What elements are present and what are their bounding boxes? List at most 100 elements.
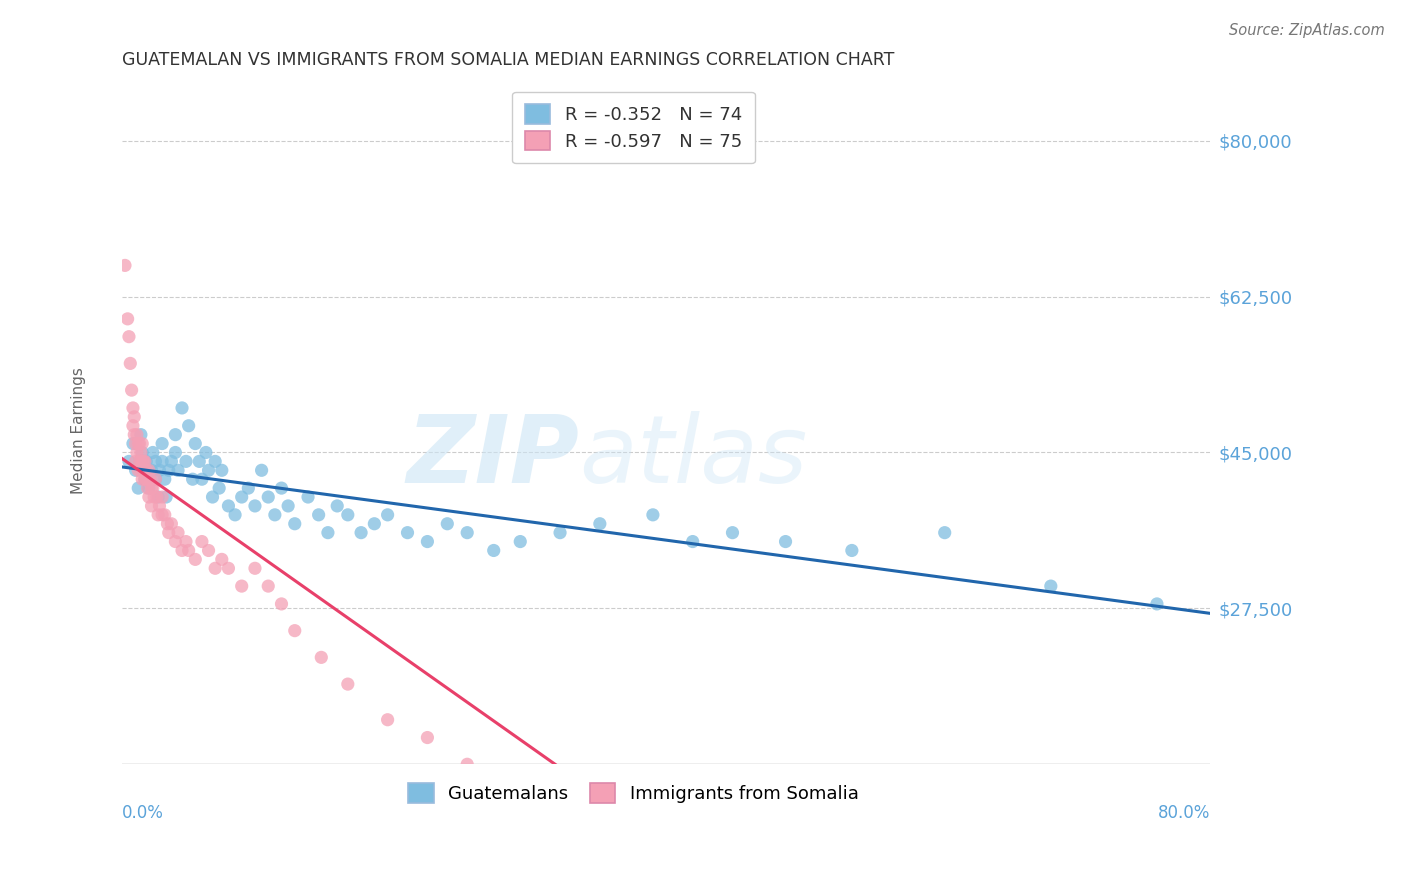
Point [138, 463, 160, 477]
Point [243, 499, 266, 513]
Point [141, 481, 163, 495]
Point [135, 472, 157, 486]
Point [614, 820, 637, 834]
Point [122, 409, 145, 424]
Point [170, 401, 193, 415]
Point [316, 525, 339, 540]
Point [775, 534, 797, 549]
Point [211, 463, 233, 477]
Point [124, 454, 146, 468]
Point [160, 454, 183, 468]
Point [482, 543, 505, 558]
Point [721, 525, 744, 540]
Point [270, 597, 292, 611]
Point [131, 472, 153, 486]
Point [456, 525, 478, 540]
Point [308, 508, 330, 522]
Point [174, 454, 197, 468]
Point [122, 436, 145, 450]
Point [184, 552, 207, 566]
Point [131, 454, 153, 468]
Point [135, 463, 157, 477]
Point [208, 481, 231, 495]
Point [148, 463, 170, 477]
Point [165, 534, 187, 549]
Point [156, 516, 179, 531]
Point [204, 561, 226, 575]
Text: Source: ZipAtlas.com: Source: ZipAtlas.com [1229, 23, 1385, 38]
Point [145, 472, 167, 486]
Point [146, 490, 169, 504]
Point [165, 445, 187, 459]
Point [122, 427, 145, 442]
Point [165, 427, 187, 442]
Point [157, 525, 180, 540]
Point [127, 436, 149, 450]
Point [128, 436, 150, 450]
Point [157, 463, 180, 477]
Text: ZIP: ZIP [406, 411, 579, 503]
Text: Median Earnings: Median Earnings [72, 367, 86, 493]
Point [145, 454, 167, 468]
Point [141, 463, 163, 477]
Point [589, 516, 612, 531]
Point [141, 499, 163, 513]
Point [277, 499, 299, 513]
Point [934, 525, 956, 540]
Point [775, 839, 797, 854]
Point [197, 543, 219, 558]
Point [224, 508, 246, 522]
Point [122, 401, 145, 415]
Point [217, 561, 239, 575]
Point [121, 383, 143, 397]
Point [184, 436, 207, 450]
Point [197, 463, 219, 477]
Point [138, 490, 160, 504]
Point [150, 490, 173, 504]
Point [145, 472, 167, 486]
Point [177, 543, 200, 558]
Point [118, 454, 141, 468]
Point [134, 472, 156, 486]
Point [114, 259, 136, 273]
Point [396, 525, 419, 540]
Point [153, 508, 176, 522]
Point [350, 525, 373, 540]
Point [150, 508, 173, 522]
Point [139, 472, 162, 486]
Point [641, 508, 664, 522]
Point [120, 356, 142, 370]
Point [138, 481, 160, 495]
Point [377, 508, 399, 522]
Point [128, 454, 150, 468]
Point [150, 454, 173, 468]
Point [146, 508, 169, 522]
Point [155, 490, 177, 504]
Point [117, 311, 139, 326]
Point [1146, 597, 1168, 611]
Point [134, 472, 156, 486]
Point [682, 534, 704, 549]
Point [363, 516, 385, 531]
Point [127, 463, 149, 477]
Point [191, 534, 214, 549]
Point [124, 463, 146, 477]
Point [456, 757, 478, 772]
Point [548, 525, 571, 540]
Point [250, 463, 273, 477]
Point [326, 499, 349, 513]
Point [135, 454, 157, 468]
Point [170, 543, 193, 558]
Point [436, 516, 458, 531]
Point [377, 713, 399, 727]
Point [150, 436, 173, 450]
Text: GUATEMALAN VS IMMIGRANTS FROM SOMALIA MEDIAN EARNINGS CORRELATION CHART: GUATEMALAN VS IMMIGRANTS FROM SOMALIA ME… [122, 52, 894, 70]
Point [841, 842, 863, 856]
Point [125, 445, 148, 459]
Point [562, 802, 585, 816]
Point [146, 490, 169, 504]
Point [132, 454, 155, 468]
Point [257, 579, 280, 593]
Point [721, 838, 744, 852]
Point [194, 445, 217, 459]
